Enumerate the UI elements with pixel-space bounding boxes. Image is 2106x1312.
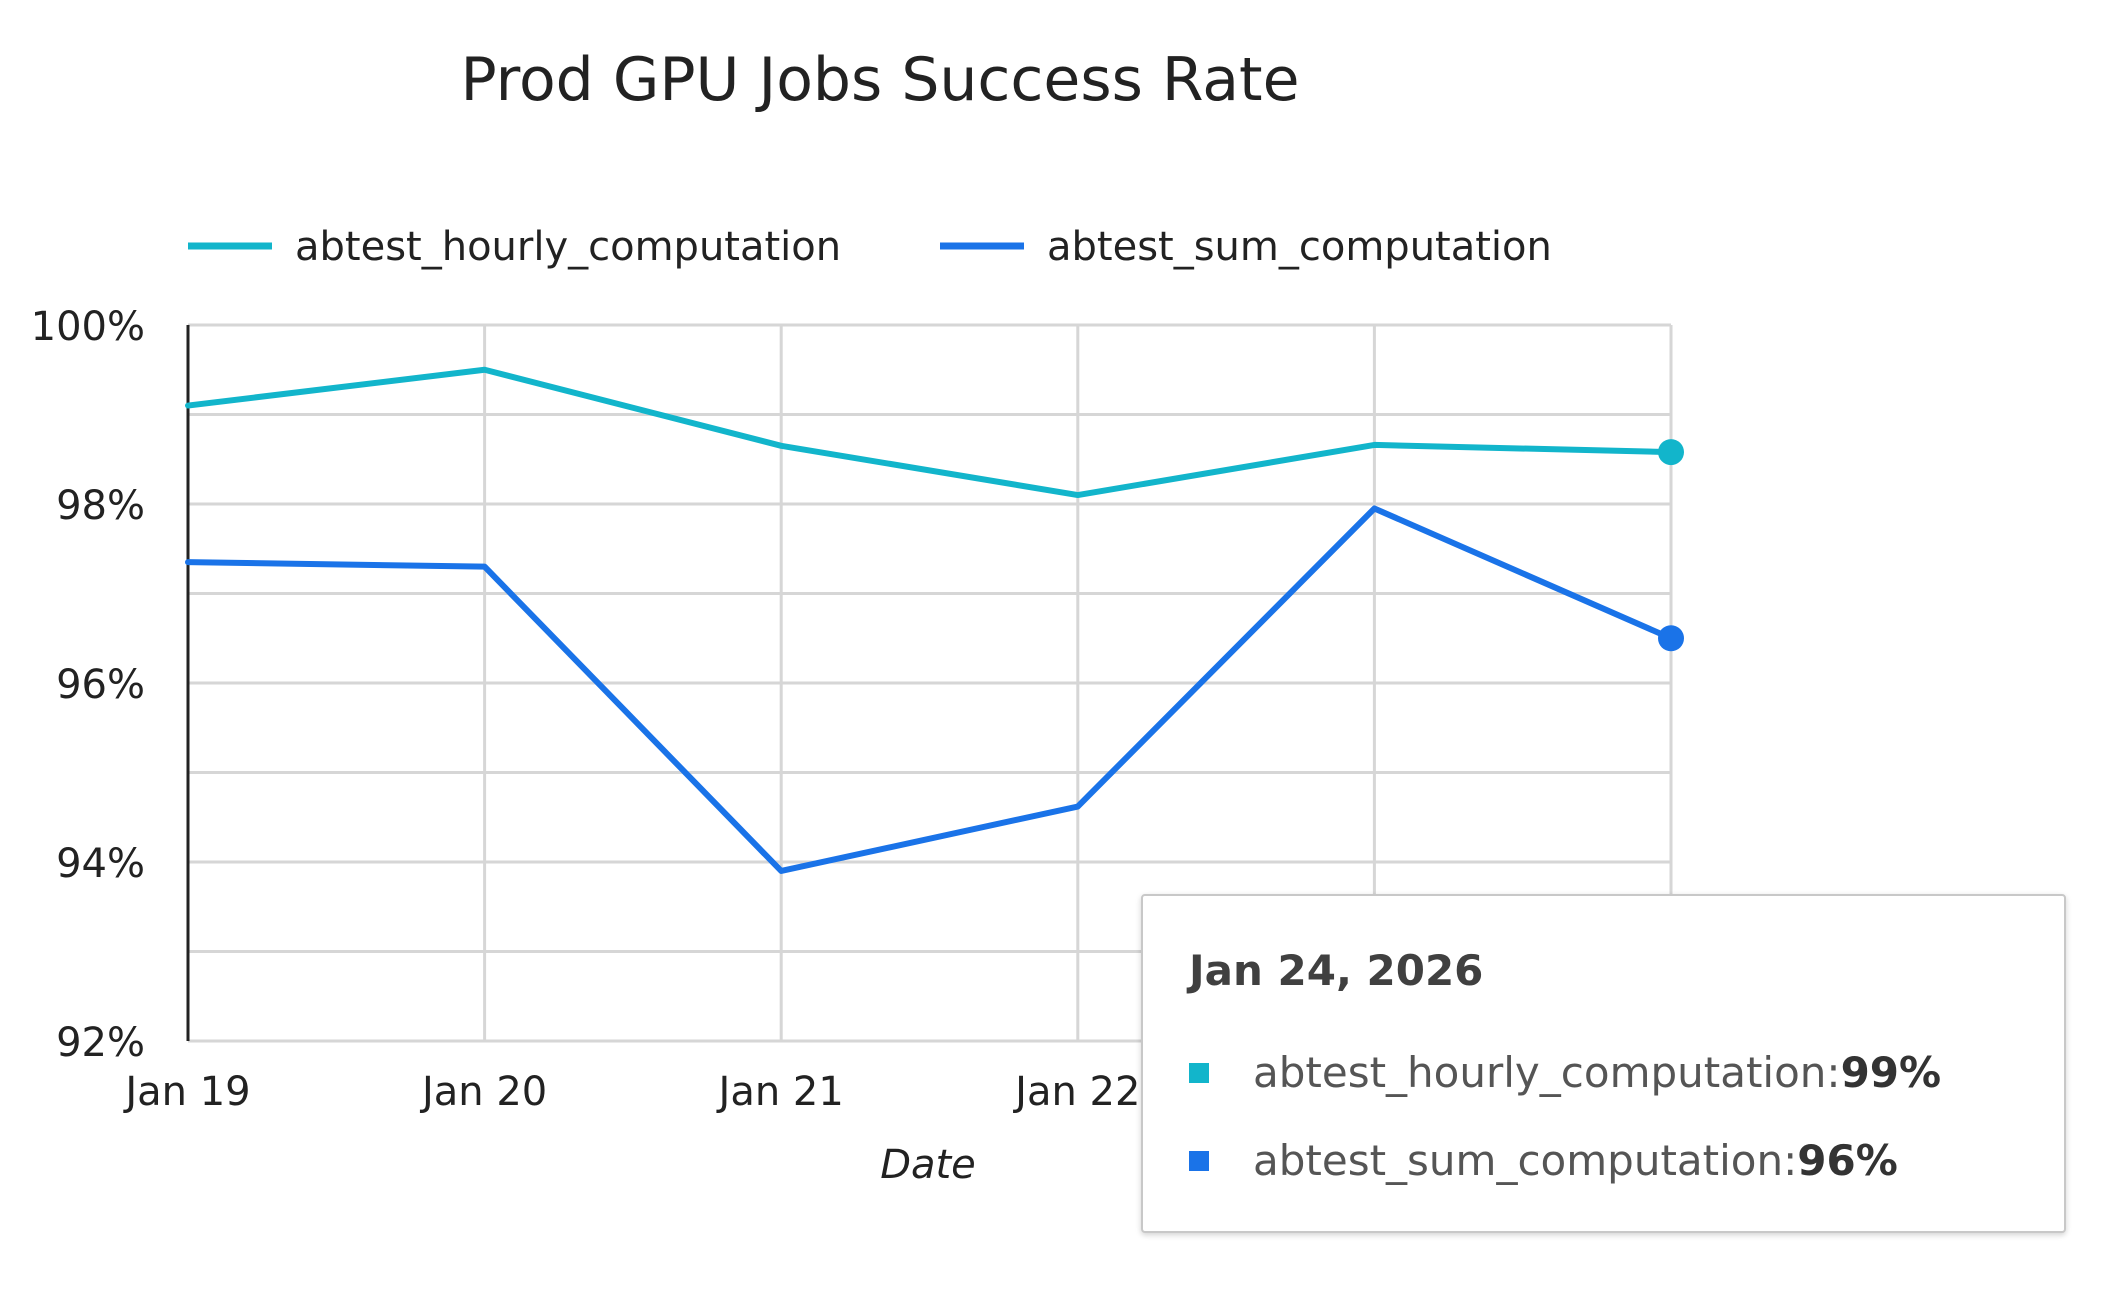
y-tick-label: 94% — [56, 841, 145, 887]
legend-label: abtest_hourly_computation — [295, 224, 841, 270]
tooltip-date: Jan 24, 2026 — [1189, 946, 1484, 995]
series-line-abtest_sum_computation — [185, 505, 1674, 874]
data-point[interactable] — [1658, 625, 1684, 652]
x-tick-label: Jan 21 — [716, 1069, 844, 1115]
y-tick-label: 98% — [56, 483, 145, 529]
y-tick-label: 100% — [31, 304, 145, 350]
hover-tooltip: Jan 24, 2026 abtest_hourly_computation: … — [1141, 894, 2066, 1233]
chart-series — [185, 366, 1684, 874]
tooltip-series-label: abtest_sum_computation: — [1253, 1136, 1798, 1185]
tooltip-row: abtest_sum_computation: 96% — [1189, 1136, 1898, 1185]
legend-label: abtest_sum_computation — [1047, 224, 1552, 270]
tooltip-series-value: 99% — [1840, 1048, 1942, 1097]
x-tick-label: Jan 19 — [122, 1069, 250, 1115]
x-tick-label: Jan 22 — [1012, 1069, 1140, 1115]
tooltip-series-label: abtest_hourly_computation: — [1253, 1048, 1841, 1097]
y-tick-label: 92% — [56, 1020, 145, 1066]
tooltip-row: abtest_hourly_computation: 99% — [1189, 1048, 1941, 1097]
data-point[interactable] — [1658, 439, 1684, 466]
chart-axes: 92% 94% 96% 98% 100% Jan 19 Jan 20 Jan 21 Jan 22… — [31, 304, 1734, 1115]
chart-title: Prod GPU Jobs Success Rate — [460, 45, 1299, 115]
x-axis-title: Date — [880, 1142, 976, 1188]
tooltip-swatch — [1189, 1150, 1209, 1171]
tooltip-swatch — [1189, 1062, 1209, 1083]
tooltip-series-value: 96% — [1797, 1136, 1898, 1185]
y-tick-label: 96% — [56, 662, 145, 708]
series-line-abtest_hourly_computation — [185, 366, 1674, 499]
chart-legend: abtest_hourly_computation abtest_sum_comp… — [188, 224, 1552, 270]
x-tick-label: Jan 20 — [419, 1069, 547, 1115]
